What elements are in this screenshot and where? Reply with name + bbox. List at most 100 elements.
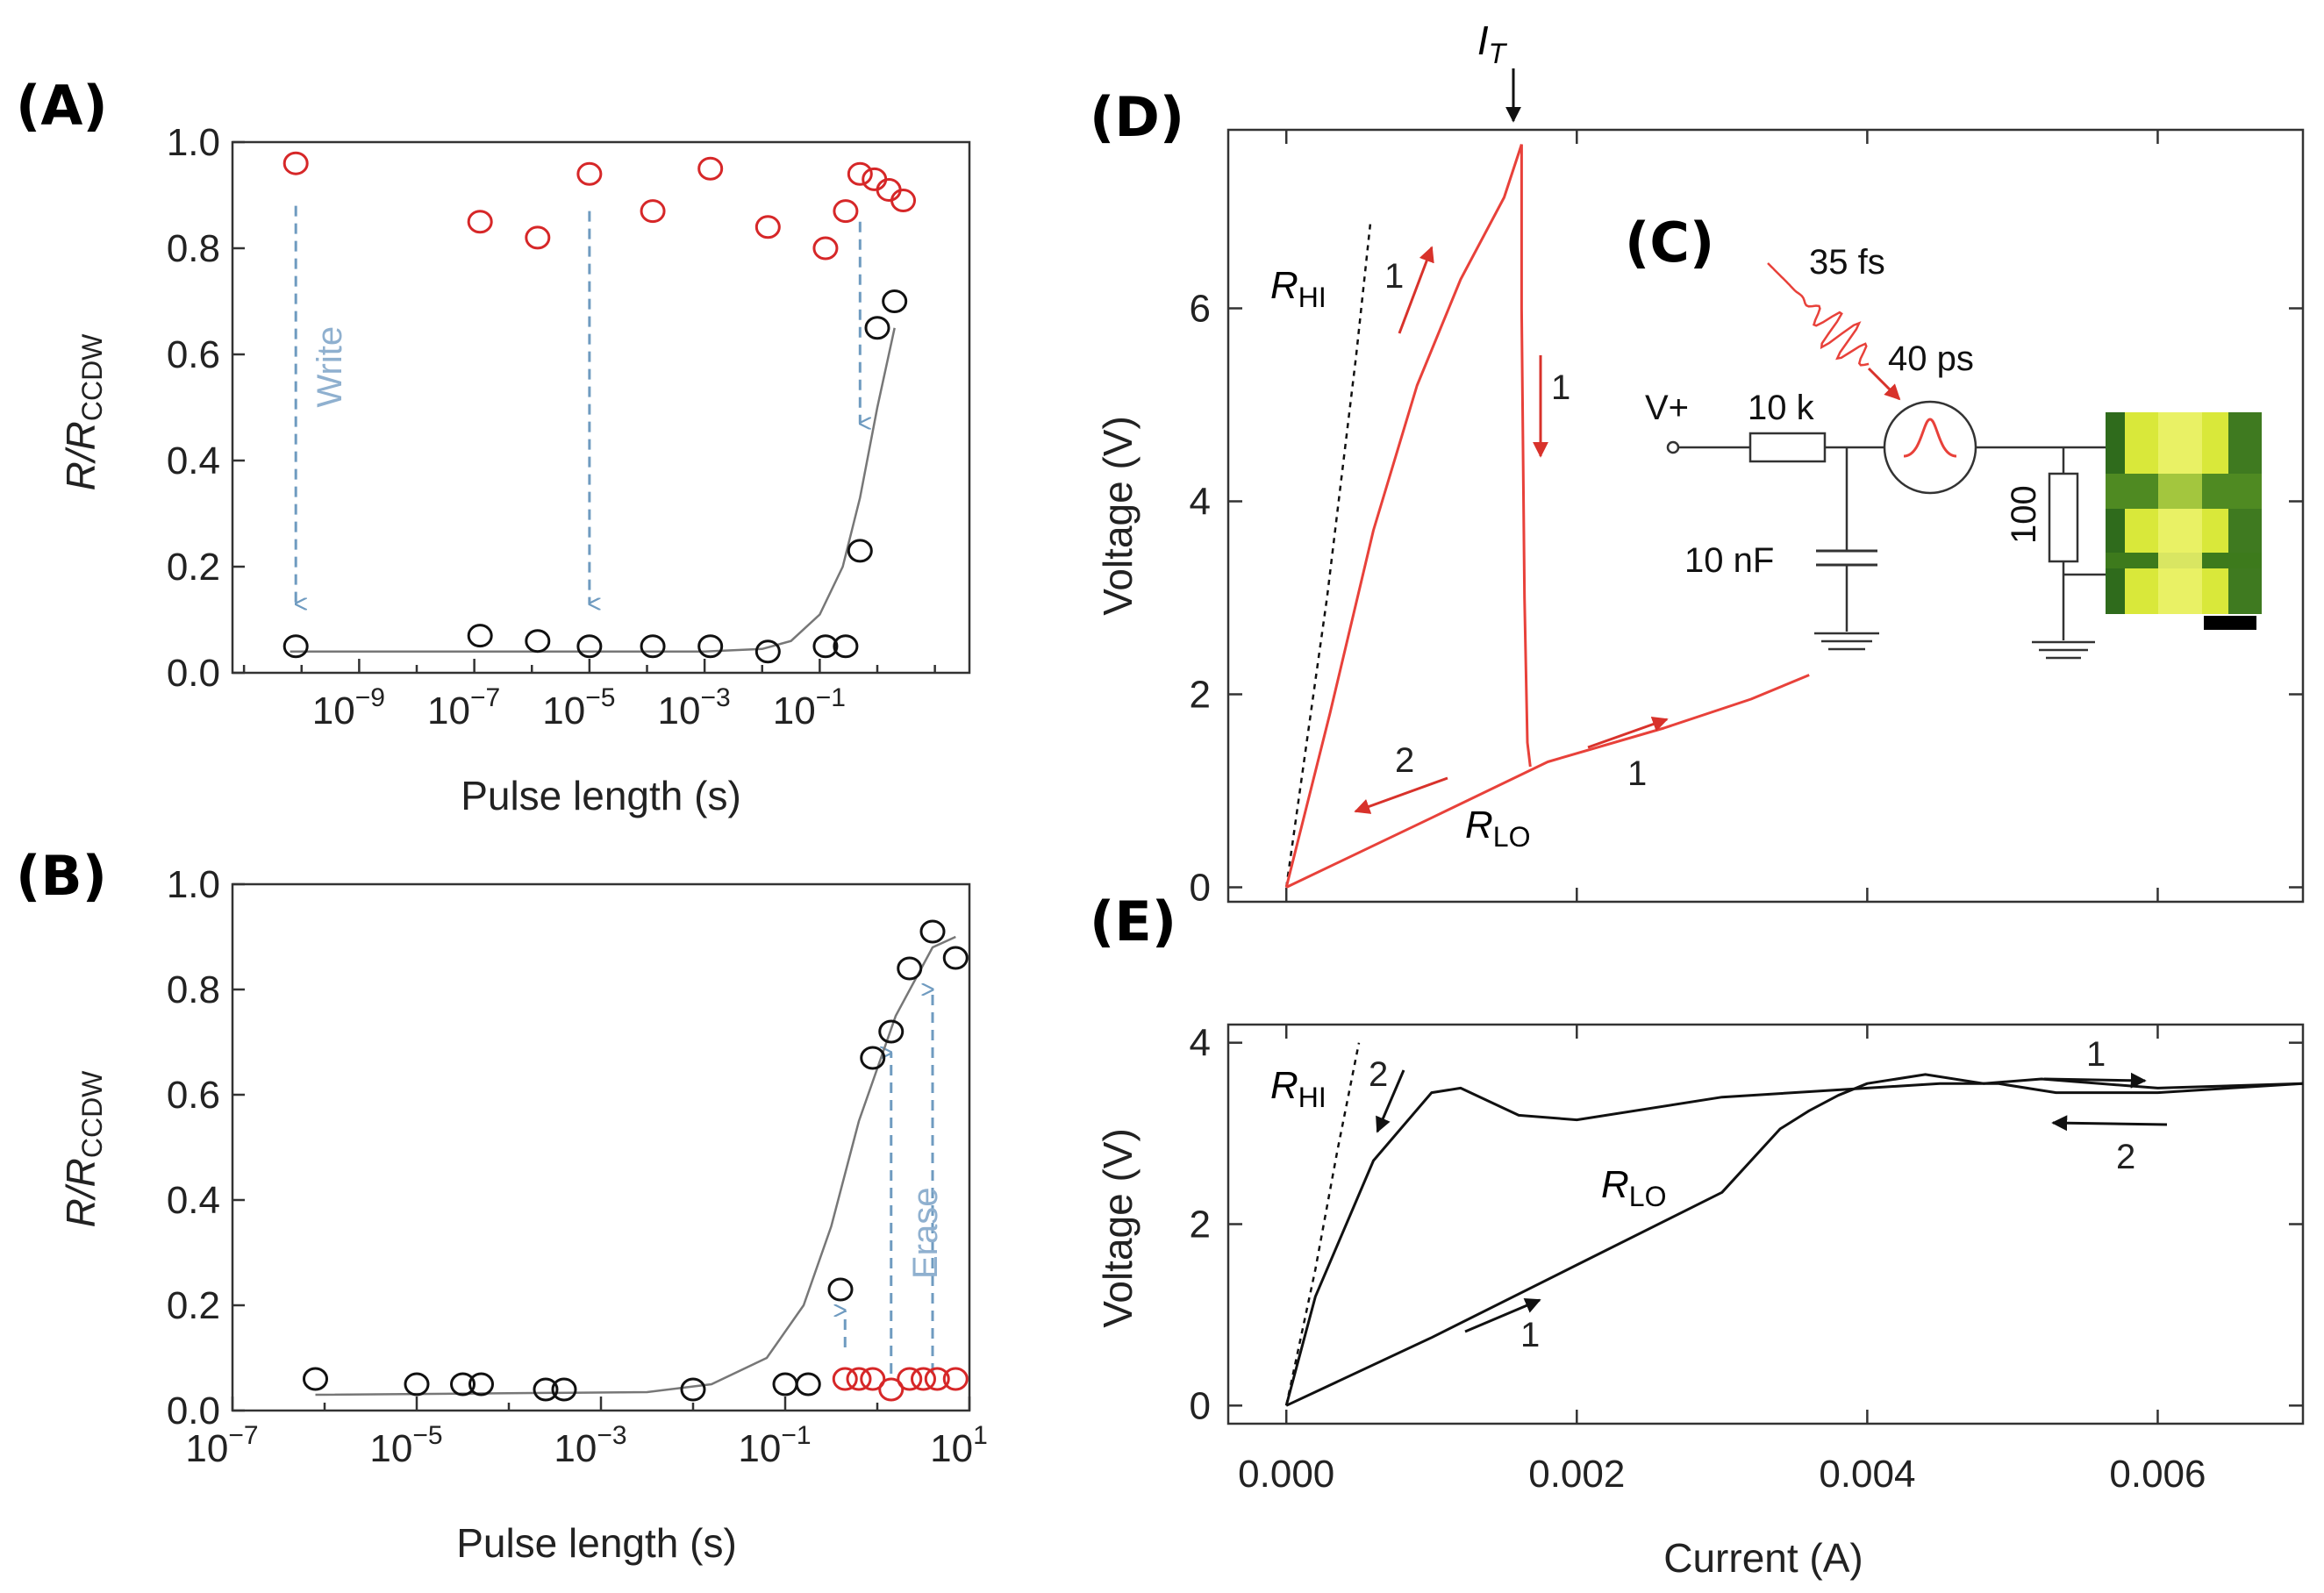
x-ticks-d [1284,130,2159,902]
data-point [833,199,859,224]
rhi-e-main: R [1270,1064,1298,1107]
vplus-terminal [1666,440,1680,454]
x-tick-exponent: −9 [355,683,385,712]
data-point [832,1367,858,1391]
y-tick-label: 1.0 [167,121,220,164]
rhi-d-main: R [1270,264,1298,307]
x-tick-label: 10−1 [773,683,846,732]
erase-arrows [845,989,934,1374]
rhi-label-e: RHI [1270,1064,1326,1113]
data-point [812,236,839,261]
x-tick-base: 10 [658,689,701,732]
plot-frame-a [231,140,971,675]
data-point [533,1377,559,1402]
y-tick-label: 6 [1190,288,1211,331]
panel-label-d: (D) [1090,85,1184,149]
rhi-d-sub: HI [1298,282,1326,313]
circuit-inset: V+ 10 k 10 nF 35 fs 40 ps 100 [1645,243,2262,660]
x-tick-base: 10 [185,1427,228,1470]
data-point [525,225,551,250]
data-point [680,1377,706,1402]
data-point [576,634,603,659]
resistor-10k-label: 10 k [1748,389,1815,427]
y-axis-label-e: Voltage (V) [1095,1128,1141,1328]
data-point [640,199,666,224]
x-tick-label: 101 [930,1421,988,1470]
x-tick-base: 10 [738,1427,781,1470]
x-tick-base: 10 [542,689,585,732]
panel-label-b: (B) [16,844,107,908]
resistor-100 [2048,472,2079,563]
sweep-number-d-jump: 1 [1551,368,1570,407]
sweep-number-d-return: 2 [1395,741,1414,780]
rlo-e-main: R [1601,1163,1629,1206]
y-tick-label: 0.2 [167,1284,220,1327]
x-tick-base: 10 [554,1427,597,1470]
arrow-up-d [1398,246,1434,334]
data-point [697,634,724,659]
sweep-number-e-2b: 2 [2116,1138,2135,1176]
x-tick-exponent: 1 [973,1421,988,1450]
erase-label: Erase [906,1188,945,1280]
sweep-number-e-1a: 1 [2086,1035,2106,1074]
y-tick-label: 0.6 [167,333,220,376]
y-tick-label: 4 [1190,1022,1211,1065]
x-tick-exponent: −1 [816,683,846,712]
panel-label-c: (C) [1625,211,1714,275]
arrow-right-d [1587,716,1669,749]
y-ticks-d: 0 2 4 6 [1190,288,2303,910]
y-tick-label: 0.6 [167,1074,220,1117]
y-tick-label: 0 [1190,867,1211,910]
laser-pulse-icon [1767,262,1870,367]
data-point [890,189,917,213]
y-axis-label-b: R/RCCDW [58,1070,108,1228]
iv-series [1284,1082,2304,1406]
iv-series [1285,1073,2304,1407]
data-point [812,634,839,659]
data-point [467,624,493,648]
x-tick-label: 0.006 [2109,1453,2206,1496]
data-points-b [303,919,969,1402]
arrow-left-d [1354,776,1448,814]
x-tick-label: 0.002 [1528,1453,1625,1496]
pulse-ps-label: 40 ps [1888,339,1974,378]
sweep-number-d-up: 1 [1384,257,1404,296]
fit-curve-a [290,327,896,654]
x-tick-exponent: −5 [412,1421,442,1450]
iv-series [1284,144,1523,888]
sweep-number-d-low: 1 [1627,754,1647,793]
x-tick-base: 10 [930,1427,973,1470]
y-tick-label: 0.0 [167,1389,220,1432]
x-axis-label-e: Current (A) [1663,1535,1863,1581]
data-point [827,1277,854,1302]
laser-arrow [1867,367,1901,401]
vplus-label: V+ [1645,389,1689,427]
x-tick-exponent: −7 [470,683,500,712]
rlo-d-sub: LO [1493,821,1531,853]
data-point [450,1372,476,1397]
data-point [282,151,309,175]
y-tick-label: 0.8 [167,968,220,1011]
data-point [876,177,902,202]
iv-series [1520,144,1532,768]
rhi-e-sub: HI [1298,1082,1326,1113]
data-point [897,956,923,981]
arrow-e-1a [2043,1072,2147,1089]
write-arrows [294,205,860,604]
data-point [846,1367,872,1391]
x-ticks-e: 0.000 0.002 0.004 0.006 [1238,1025,2206,1496]
y-tick-label: 0.4 [167,439,220,482]
x-tick-label: 0.000 [1238,1453,1334,1496]
it-sub: T [1489,38,1508,69]
x-tick-label: 10−7 [427,683,500,732]
x-tick-exponent: −5 [585,683,615,712]
x-tick-base: 10 [427,689,470,732]
data-point [860,1046,886,1070]
x-ticks-a: 10−9 10−7 10−5 10−3 10−1 [242,659,936,732]
y-tick-label: 0.2 [167,546,220,589]
data-point [468,1372,494,1397]
data-point [882,289,908,313]
ground-icon-2 [2032,640,2095,660]
iv-curves-e [1284,1042,2304,1407]
write-label: Write [311,326,349,408]
